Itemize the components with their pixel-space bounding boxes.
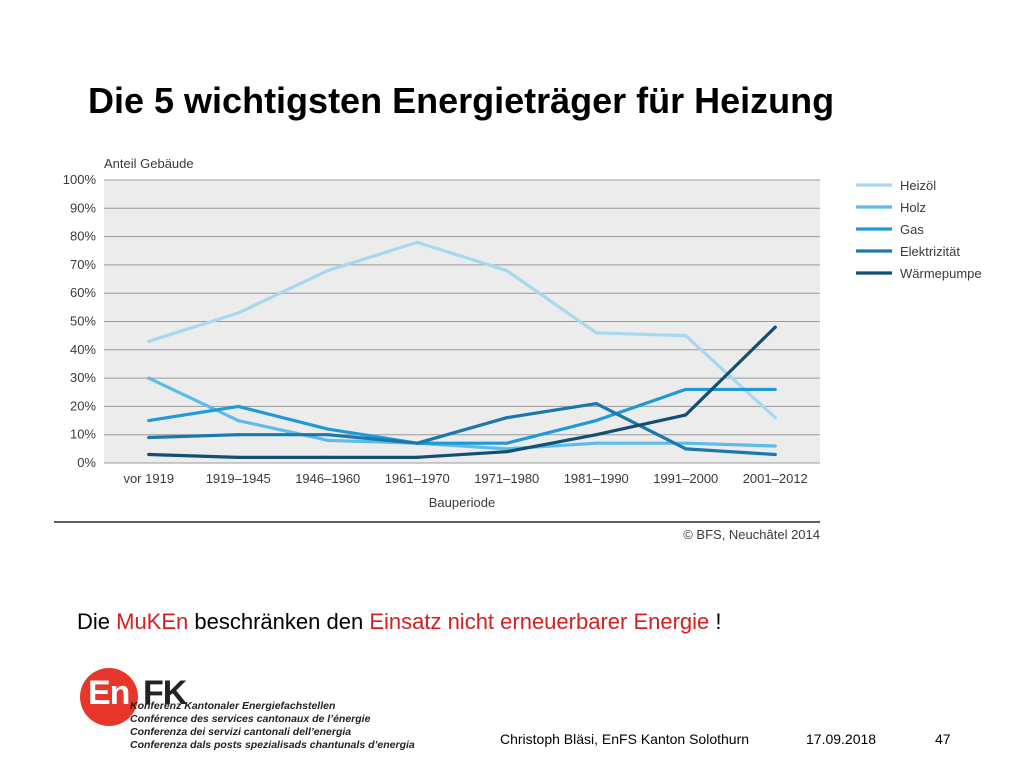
series-line-elektrizit-t <box>148 401 776 457</box>
x-tick-label: vor 1919 <box>123 471 174 486</box>
enfk-logo: En FK Konferenz Kantonaler Energiefachst… <box>80 664 440 764</box>
data-point-w-rmepumpe <box>594 433 598 437</box>
y-tick-label: 100% <box>63 172 97 187</box>
data-point-elektrizit-t <box>326 433 330 437</box>
slide-title: Die 5 wichtigsten Energieträger für Heiz… <box>88 80 835 121</box>
x-tick-label: 1961–1970 <box>385 471 450 486</box>
data-point-heiz-l <box>236 311 240 315</box>
statement-text: Die MuKEn beschränken den Einsatz nicht … <box>77 609 722 635</box>
legend-label: Holz <box>900 200 926 215</box>
series-line-gas <box>148 387 776 445</box>
y-tick-label: 30% <box>70 370 96 385</box>
statement-part: beschränken den <box>188 609 370 634</box>
data-point-w-rmepumpe <box>326 455 330 459</box>
y-axis-label: Anteil Gebäude <box>104 156 194 171</box>
data-point-w-rmepumpe <box>773 325 777 329</box>
x-tick-label: 1919–1945 <box>206 471 271 486</box>
data-point-elektrizit-t <box>415 441 419 445</box>
source-credit: © BFS, Neuchâtel 2014 <box>683 527 820 542</box>
x-tick-label: 2001–2012 <box>743 471 808 486</box>
series-line-w-rmepumpe <box>148 326 777 459</box>
data-point-gas <box>326 427 330 431</box>
data-point-holz <box>236 418 240 423</box>
y-tick-label: 10% <box>70 427 96 442</box>
data-point-holz <box>594 441 598 445</box>
footer-date: 17.09.2018 <box>806 731 877 747</box>
data-point-gas <box>594 418 598 423</box>
data-point-gas <box>505 441 509 445</box>
statement-part: Die <box>77 609 117 634</box>
legend-label: Gas <box>900 222 924 237</box>
data-point-holz <box>147 376 151 380</box>
data-point-w-rmepumpe <box>684 413 688 417</box>
data-point-w-rmepumpe <box>236 455 240 459</box>
series-line-holz <box>148 376 776 451</box>
data-point-heiz-l <box>684 334 688 338</box>
data-point-heiz-l <box>326 268 330 273</box>
footer-page-number: 47 <box>935 731 951 747</box>
data-point-elektrizit-t <box>594 401 598 406</box>
data-point-elektrizit-t <box>236 433 240 437</box>
data-point-w-rmepumpe <box>505 450 509 454</box>
logo-line: Conferenza dei servizi cantonali dell’en… <box>130 726 352 738</box>
x-axis-label: Bauperiode <box>429 495 496 510</box>
y-tick-label: 40% <box>70 342 96 357</box>
y-tick-label: 0% <box>77 455 96 470</box>
data-point-heiz-l <box>773 416 777 420</box>
data-point-elektrizit-t <box>505 416 509 420</box>
data-point-elektrizit-t <box>147 435 151 440</box>
y-tick-label: 70% <box>70 257 96 272</box>
data-point-holz <box>505 447 509 451</box>
x-tick-label: 1991–2000 <box>653 471 718 486</box>
legend-label: Heizöl <box>900 178 936 193</box>
logo-en-text: En <box>88 674 130 712</box>
legend-label: Elektrizität <box>900 244 960 259</box>
x-tick-label: 1971–1980 <box>474 471 539 486</box>
y-tick-label: 20% <box>70 398 96 413</box>
line-chart: 0% 10% 20% 30% 40% 50% 60% 70% 80% 90% 100% Anteil … <box>54 156 982 542</box>
data-point-gas <box>684 387 688 392</box>
series-line-heiz-l <box>148 240 777 419</box>
x-tick-label: 1981–1990 <box>564 471 629 486</box>
statement-highlight-energie: Einsatz nicht erneuerbarer Energie <box>369 609 710 634</box>
data-point-holz <box>684 441 688 445</box>
data-point-gas <box>773 387 777 392</box>
data-point-elektrizit-t <box>684 447 688 451</box>
y-tick-label: 60% <box>70 285 96 300</box>
footer-author: Christoph Bläsi, EnFS Kanton Solothurn <box>500 731 750 747</box>
logo-fk-text: FK <box>143 674 187 712</box>
data-point-heiz-l <box>594 331 598 335</box>
statement-part: ! <box>709 609 722 634</box>
logo-lines: Konferenz Kantonaler Energiefachstellen … <box>130 700 415 752</box>
data-point-holz <box>326 438 330 442</box>
data-point-elektrizit-t <box>773 452 777 457</box>
data-point-holz <box>773 444 777 448</box>
data-point-gas <box>147 418 151 423</box>
logo-line: Conferenza dals posts spezialisads chant… <box>130 739 415 751</box>
x-tick-label: 1946–1960 <box>295 471 360 486</box>
logo-line: Conférence des services cantonaux de l’é… <box>130 713 371 725</box>
statement-highlight-muken: MuKEn <box>116 609 189 634</box>
legend-label: Wärmepumpe <box>900 266 982 281</box>
y-tick-label: 50% <box>70 314 96 329</box>
logo-line: Konferenz Kantonaler Energiefachstellen <box>130 700 336 712</box>
y-tick-label: 80% <box>70 229 96 244</box>
data-point-heiz-l <box>147 339 151 343</box>
data-point-heiz-l <box>505 268 509 273</box>
logo-circle-icon <box>80 668 138 726</box>
data-point-w-rmepumpe <box>415 455 419 459</box>
data-point-gas <box>236 404 240 408</box>
data-point-w-rmepumpe <box>147 452 151 457</box>
data-point-heiz-l <box>415 240 419 244</box>
y-tick-label: 90% <box>70 200 96 215</box>
